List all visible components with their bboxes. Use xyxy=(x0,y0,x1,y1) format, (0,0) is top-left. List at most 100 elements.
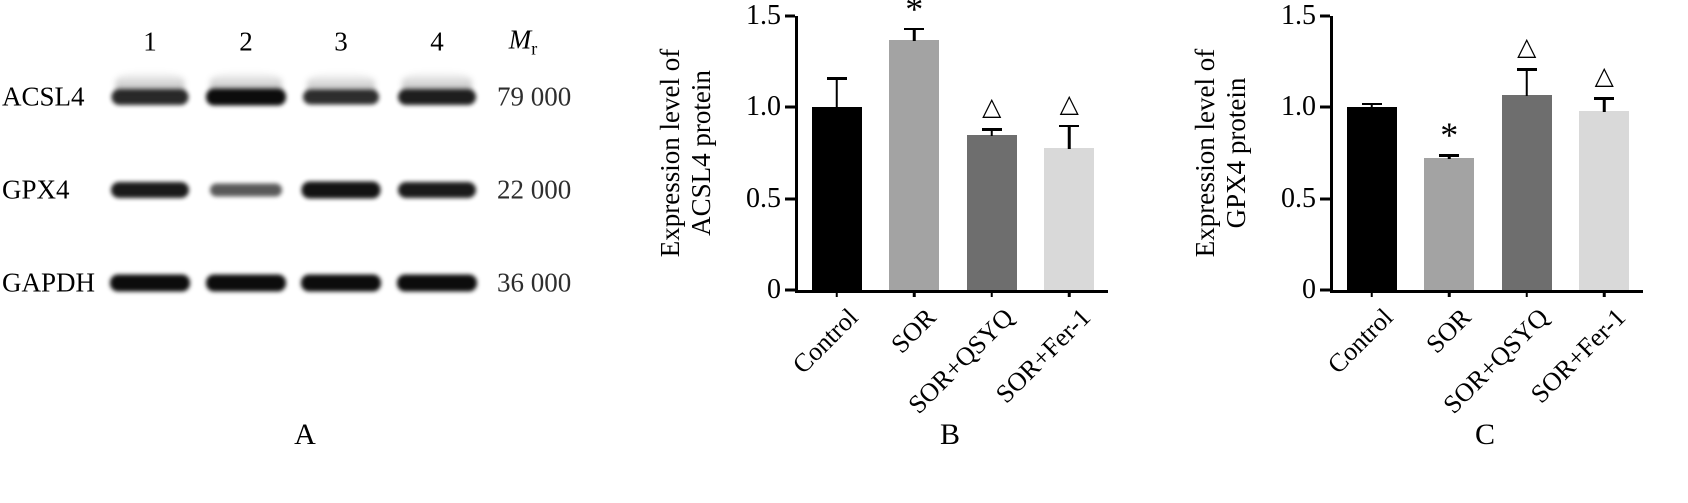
y-tick-mark xyxy=(1320,105,1330,109)
y-tick-label: 0.5 xyxy=(1281,182,1316,214)
y-tick-mark xyxy=(1320,14,1330,18)
mr-subscript: r xyxy=(531,38,538,59)
protein-label: ACSL4 xyxy=(2,81,85,112)
x-tick-mark xyxy=(1525,290,1528,297)
error-bar-line xyxy=(1525,68,1528,96)
panel-chart-acsl4: Expression level of ACSL4 protein 0 0.5 1.… xyxy=(625,0,1155,503)
error-bar-line xyxy=(1370,102,1373,109)
bar xyxy=(811,107,862,290)
error-bar xyxy=(1361,102,1382,109)
error-bar xyxy=(826,77,847,109)
blot-band xyxy=(303,89,379,105)
error-bar-cap xyxy=(981,128,1002,131)
error-bar xyxy=(1594,97,1615,112)
blot-band xyxy=(110,274,190,292)
y-axis-title: Expression level of GPX4 protein xyxy=(1190,0,1254,323)
y-tick-label: 0 xyxy=(1302,274,1316,305)
error-bar-line xyxy=(1603,97,1606,112)
error-bar-line xyxy=(913,27,916,41)
bar xyxy=(966,134,1017,290)
blot-band-smear xyxy=(115,71,185,91)
error-bar xyxy=(1516,68,1537,96)
significance-marker: △ xyxy=(1517,34,1537,62)
error-bar xyxy=(1439,154,1460,160)
error-bar-cap xyxy=(1439,154,1460,157)
significance-marker: △ xyxy=(1059,90,1079,118)
x-tick-mark xyxy=(1068,290,1071,297)
blot-band-smear xyxy=(210,70,282,91)
plot-area: 0 0.5 1.0 1.5 Control * SOR △ SOR+QSYQ △ SOR+Fer-1 xyxy=(1281,2,1643,419)
y-axis-title-line-2: GPX4 protein xyxy=(1221,77,1251,229)
y-tick-label: 0 xyxy=(767,274,781,305)
y-tick-mark xyxy=(1320,288,1330,292)
x-tick-label: SOR xyxy=(1420,302,1477,359)
panel-western-blot: 1 2 3 4 Mr ACSL4 79 000 GPX4 22 000 GAPDH 36 000 A xyxy=(0,0,620,503)
x-tick-mark xyxy=(913,290,916,297)
protein-label: GAPDH xyxy=(2,267,96,298)
y-tick-label: 0.5 xyxy=(746,182,781,214)
error-bar-cap xyxy=(904,27,925,31)
y-axis-title: Expression level of ACSL4 protein xyxy=(655,0,719,323)
error-bar-cap xyxy=(826,77,847,80)
significance-marker: △ xyxy=(982,94,1002,122)
blot-band xyxy=(206,88,286,106)
bar xyxy=(1579,111,1630,290)
bar xyxy=(1044,147,1095,290)
panel-c-label: C xyxy=(1474,418,1496,451)
blot-band xyxy=(301,181,381,199)
y-axis-title-line-1: Expression level of xyxy=(655,48,685,258)
x-tick-mark xyxy=(1448,290,1451,297)
panel-a-label: A xyxy=(294,418,316,451)
error-bar-cap xyxy=(1594,97,1615,100)
panel-chart-gpx4: Expression level of GPX4 protein 0 0.5 1.0… xyxy=(1160,0,1688,503)
x-tick-label: Control xyxy=(787,302,864,380)
blot-band xyxy=(397,274,477,292)
blot-band xyxy=(111,89,189,105)
blot-band xyxy=(111,182,189,198)
plot-area: 0 0.5 1.0 1.5 Control * SOR △ SOR+QSYQ △ SOR+Fer-1 xyxy=(746,0,1108,419)
mr-header: Mr xyxy=(509,24,538,59)
x-tick-mark xyxy=(990,290,993,297)
y-tick-label: 1.5 xyxy=(1281,0,1316,31)
x-tick-label: SOR xyxy=(885,302,942,359)
y-axis-title-line-2: ACSL4 protein xyxy=(686,70,716,236)
molecular-weight-label: 79 000 xyxy=(497,81,572,112)
bar xyxy=(889,39,940,290)
molecular-weight-label: 36 000 xyxy=(497,267,572,298)
error-bar-cap xyxy=(1516,68,1537,71)
blot-band xyxy=(398,89,476,105)
x-tick-label: Control xyxy=(1322,302,1399,380)
blot-band-smear xyxy=(402,71,472,91)
lane-number: 3 xyxy=(334,26,348,57)
y-axis-title-line-1: Expression level of xyxy=(1190,48,1220,258)
y-tick-mark xyxy=(785,197,795,201)
western-blot: 1 2 3 4 Mr ACSL4 79 000 GPX4 22 000 GAPDH 36 000 xyxy=(0,0,620,503)
significance-marker: * xyxy=(1440,115,1459,156)
panel-b-label: B xyxy=(939,418,961,451)
mr-symbol: M xyxy=(508,24,532,55)
y-tick-label: 1.0 xyxy=(1281,91,1316,123)
y-tick-mark xyxy=(785,14,795,18)
error-bar xyxy=(981,128,1002,136)
error-bar-cap xyxy=(1059,124,1080,128)
y-tick-label: 1.0 xyxy=(746,91,781,123)
blot-band-smear xyxy=(307,71,375,92)
bar xyxy=(1424,158,1475,290)
error-bar-line xyxy=(835,77,838,109)
blot-band xyxy=(398,182,476,198)
x-tick-mark xyxy=(1603,290,1606,297)
molecular-weight-label: 22 000 xyxy=(497,174,572,205)
error-bar xyxy=(904,27,925,41)
x-tick-mark xyxy=(835,290,838,297)
bar xyxy=(1346,107,1397,290)
y-tick-label: 1.5 xyxy=(746,0,781,31)
y-tick-mark xyxy=(785,288,795,292)
x-tick-mark xyxy=(1370,290,1373,297)
y-tick-mark xyxy=(1320,197,1330,201)
error-bar xyxy=(1059,124,1080,149)
protein-label: GPX4 xyxy=(2,174,70,205)
error-bar-line xyxy=(990,128,993,136)
y-tick-mark xyxy=(785,105,795,109)
error-bar-cap xyxy=(1361,102,1382,106)
